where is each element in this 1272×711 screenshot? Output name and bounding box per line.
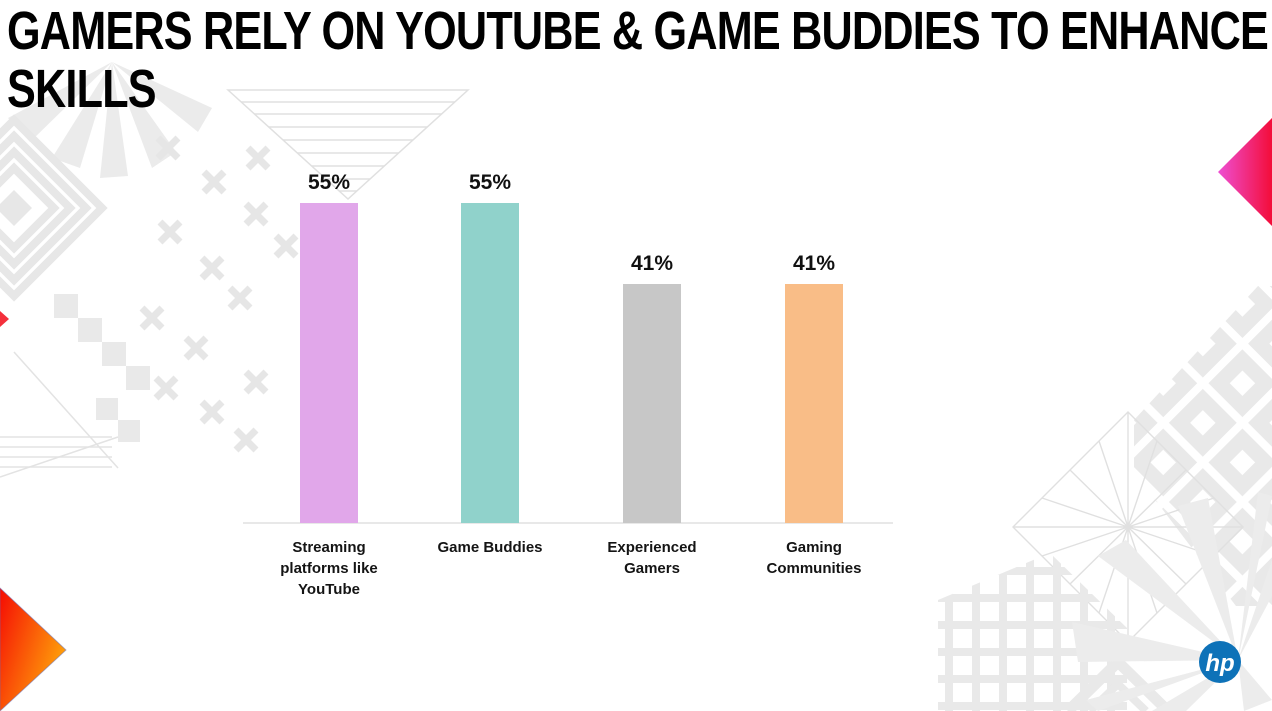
bar [461,203,519,523]
bar-value-label: 41% [792,252,836,275]
slide-title-line1: GAMERS RELY ON YOUTUBE & GAME BUDDIES TO… [7,1,1269,61]
bar-category-label: Experienced Gamers [607,539,697,577]
bar-category-label: Game Buddies [437,539,543,556]
x-axis-line [243,522,893,524]
bar-value-label: 41% [630,252,674,275]
bar-category-label: Streaming platforms like YouTube [280,539,378,598]
bar-value-label: 55% [307,171,351,194]
bar [623,284,681,523]
bar-value-label: 55% [468,171,512,194]
slide-title: GAMERS RELY ON YOUTUBE & GAME BUDDIES TO… [7,2,1272,118]
bar-category-label: Gaming Communities [766,539,862,577]
bar [300,203,358,523]
slide-title-line2: SKILLS [7,59,157,119]
bar [785,284,843,523]
